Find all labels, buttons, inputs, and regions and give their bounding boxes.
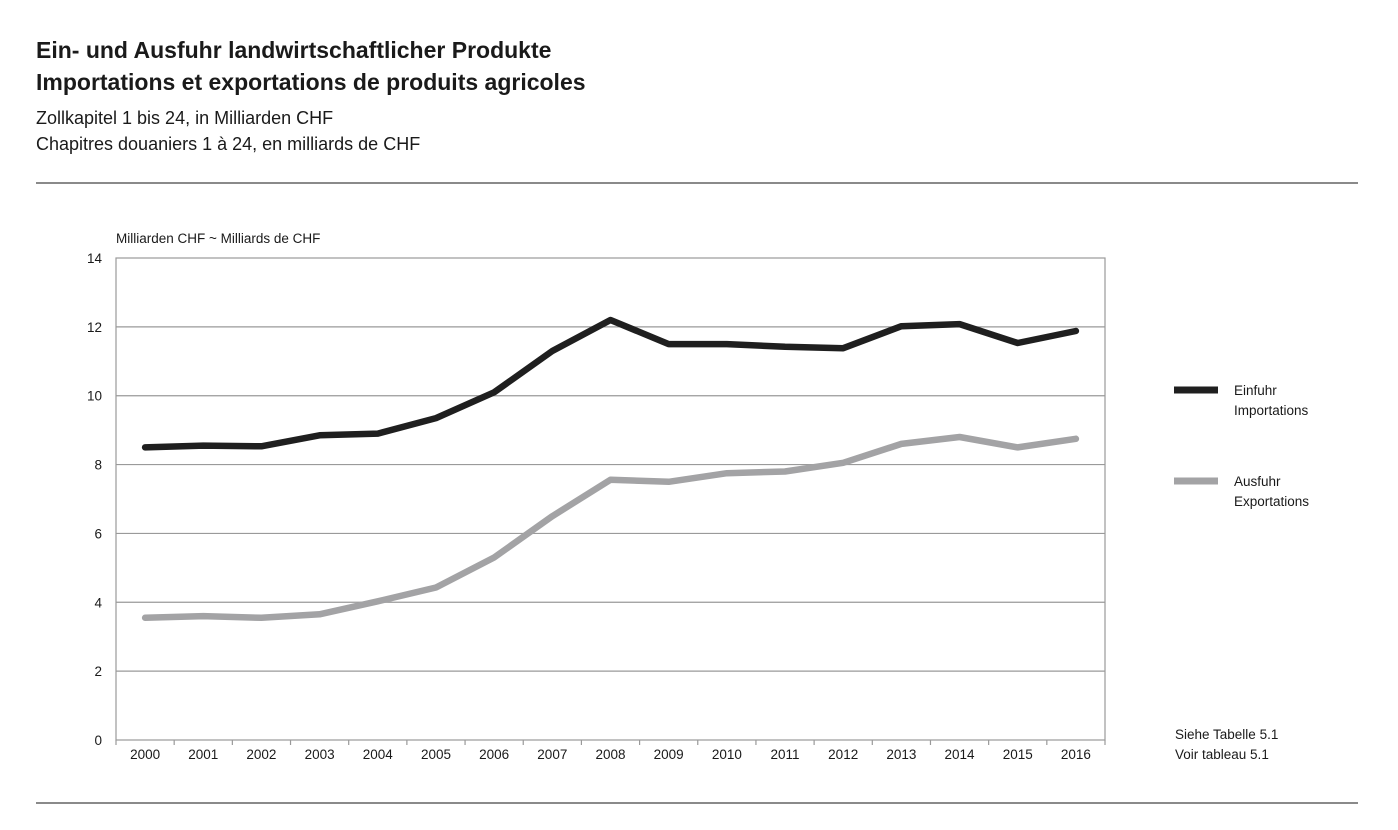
y-tick-label: 8 <box>94 458 102 473</box>
chart-subtitle-de: Zollkapitel 1 bis 24, in Milliarden CHF <box>36 108 334 128</box>
x-tick-label: 2016 <box>1061 747 1091 762</box>
y-axis-ticks: 0 2 4 6 8 10 12 14 <box>87 251 103 748</box>
y-tick-label: 12 <box>87 320 102 335</box>
header-divider <box>36 182 1358 184</box>
gridlines <box>116 326 1105 672</box>
x-tick-label: 2003 <box>305 747 335 762</box>
x-tick-label: 2012 <box>828 747 858 762</box>
legend-label-exportations: Exportations <box>1234 494 1309 509</box>
chart-subtitle-fr: Chapitres douaniers 1 à 24, en milliards… <box>36 134 421 154</box>
x-tick-label: 2010 <box>712 747 742 762</box>
x-tick-label: 2008 <box>595 747 625 762</box>
x-tick-label: 2013 <box>886 747 916 762</box>
y-tick-label: 2 <box>94 664 102 679</box>
source-note-fr: Voir tableau 5.1 <box>1175 747 1269 762</box>
plot-frame <box>115 257 1106 741</box>
chart-title-de: Ein- und Ausfuhr landwirtschaftlicher Pr… <box>36 37 552 63</box>
y-tick-label: 0 <box>94 733 102 748</box>
x-tick-label: 2000 <box>130 747 160 762</box>
x-axis-ticks: 2000 2001 2002 2003 2004 2005 2006 2007 2008 2009… <box>115 740 1106 762</box>
y-tick-label: 10 <box>87 389 102 404</box>
legend-label-ausfuhr: Ausfuhr <box>1234 474 1281 489</box>
x-tick-label: 2011 <box>771 747 800 762</box>
footer-divider <box>36 802 1358 804</box>
y-axis-unit-label: Milliarden CHF ~ Milliards de CHF <box>116 231 320 246</box>
source-note-de: Siehe Tabelle 5.1 <box>1175 727 1278 742</box>
x-tick-label: 2009 <box>654 747 684 762</box>
y-tick-label: 14 <box>87 251 103 266</box>
series-lines <box>141 316 1080 622</box>
legend-label-importations: Importations <box>1234 403 1309 418</box>
x-tick-label: 2006 <box>479 747 509 762</box>
x-tick-label: 2001 <box>188 747 218 762</box>
legend-label-einfuhr: Einfuhr <box>1234 383 1277 398</box>
x-tick-label: 2002 <box>246 747 276 762</box>
chart-title-fr: Importations et exportations de produits… <box>36 69 586 95</box>
series-line-einfuhr <box>141 316 1080 451</box>
x-tick-label: 2014 <box>945 747 976 762</box>
y-tick-label: 4 <box>94 595 102 610</box>
series-line-ausfuhr <box>141 433 1080 622</box>
y-tick-label: 6 <box>94 526 102 541</box>
legend: Einfuhr Importations Ausfuhr Exportation… <box>1174 383 1309 509</box>
x-tick-label: 2007 <box>537 747 567 762</box>
x-tick-label: 2015 <box>1003 747 1033 762</box>
x-tick-label: 2005 <box>421 747 451 762</box>
x-tick-label: 2004 <box>363 747 394 762</box>
